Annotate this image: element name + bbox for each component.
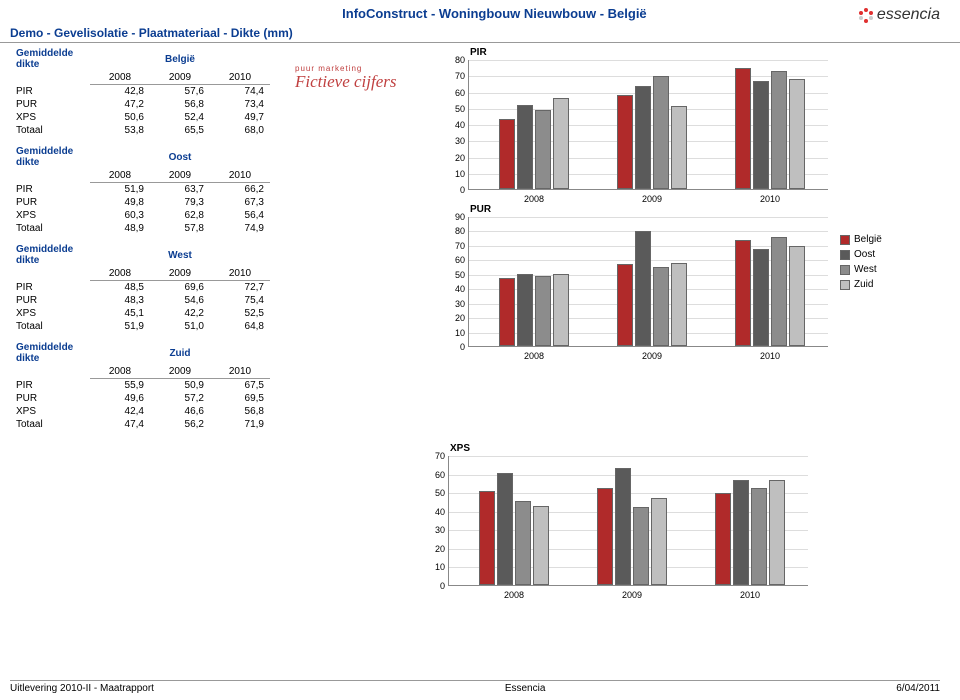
bar <box>633 507 649 585</box>
bar <box>517 274 533 346</box>
bar <box>517 105 533 189</box>
data-table: Gemiddelde dikteOost200820092010PIR51,96… <box>10 145 270 235</box>
logo-text: essencia <box>877 6 940 23</box>
data-table: Gemiddelde dikteWest200820092010PIR48,56… <box>10 243 270 333</box>
footer-center: Essencia <box>505 683 546 694</box>
legend-item: Zuid <box>840 279 882 290</box>
bar <box>771 71 787 189</box>
logo-icon <box>859 8 873 22</box>
bar <box>533 506 549 585</box>
bar <box>479 491 495 585</box>
bar <box>535 110 551 189</box>
chart-title: PIR <box>470 47 828 58</box>
bar <box>733 480 749 585</box>
bar <box>597 488 613 585</box>
bar <box>653 76 669 189</box>
bar <box>499 119 515 189</box>
legend-item: België <box>840 234 882 245</box>
bar <box>753 249 769 346</box>
logo: essencia <box>859 6 940 24</box>
bar <box>653 267 669 346</box>
bar <box>499 278 515 346</box>
bar <box>735 68 751 189</box>
bar <box>553 98 569 189</box>
chart-area: 01020304050607080200820092010 <box>468 60 828 190</box>
bar <box>615 468 631 585</box>
legend-item: Oost <box>840 249 882 260</box>
footer-left: Uitlevering 2010-II - Maatrapport <box>10 683 154 694</box>
chart-area: 0102030405060708090200820092010 <box>468 217 828 347</box>
bar <box>635 231 651 346</box>
chart-title: XPS <box>450 443 808 454</box>
bar <box>735 240 751 346</box>
bar <box>617 95 633 189</box>
chart-legend: België Oost West Zuid <box>840 234 882 294</box>
tables-container: Gemiddelde dikteBelgië200820092010PIR42,… <box>10 47 320 431</box>
bar <box>715 493 731 585</box>
bar <box>497 473 513 585</box>
chart-area: 010203040506070200820092010 <box>448 456 808 586</box>
bar <box>671 263 687 346</box>
legend-item: West <box>840 264 882 275</box>
data-table: Gemiddelde dikteZuid200820092010PIR55,95… <box>10 341 270 431</box>
bar <box>651 498 667 585</box>
footer-right: 6/04/2011 <box>896 683 940 694</box>
bar <box>635 86 651 190</box>
bar <box>671 106 687 189</box>
bar <box>769 480 785 585</box>
bar <box>789 79 805 189</box>
bar <box>553 274 569 346</box>
bar <box>515 501 531 585</box>
chart-title: PUR <box>470 204 828 215</box>
footer: Uitlevering 2010-II - Maatrapport Essenc… <box>10 680 940 694</box>
page-subtitle: Demo - Gevelisolatie - Plaatmateriaal - … <box>0 24 960 43</box>
bar <box>751 488 767 586</box>
bar <box>771 237 787 346</box>
bar <box>753 81 769 189</box>
bar <box>617 264 633 346</box>
main-title: InfoConstruct - Woningbouw Nieuwbouw - B… <box>130 6 859 21</box>
bar <box>789 246 805 346</box>
charts-container: PIR 01020304050607080200820092010 PUR 01020… <box>320 47 950 431</box>
bar <box>535 276 551 346</box>
data-table: Gemiddelde dikteBelgië200820092010PIR42,… <box>10 47 270 137</box>
watermark: puur marketing Fictieve cijfers <box>295 65 396 90</box>
